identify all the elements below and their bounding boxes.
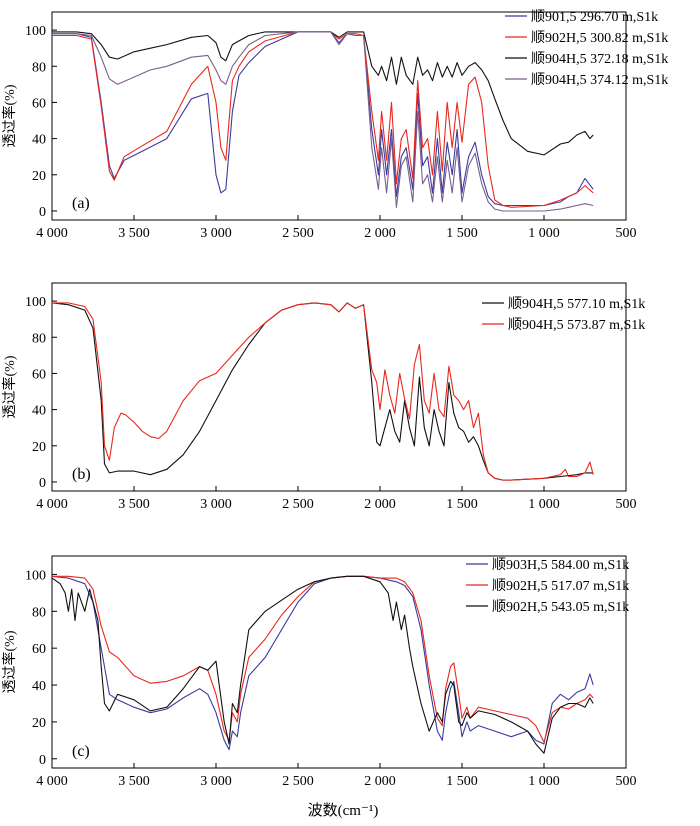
x-axis-title: 波数(cm⁻¹): [308, 802, 379, 819]
x-tick-label: 2 000: [364, 497, 396, 512]
legend-entry: 顺902H,5 517.07 m,S1k: [492, 578, 629, 594]
y-tick-label: 0: [39, 205, 46, 220]
legend-entry: 顺903H,5 584.00 m,S1k: [492, 557, 629, 573]
series-line-2: [52, 302, 594, 481]
legend-entry: 顺904H,5 374.12 m,S1k: [531, 72, 668, 88]
plot-frame: [51, 282, 627, 492]
x-tick-label: 4 000: [36, 226, 68, 241]
series-line-2: [52, 31, 594, 208]
series-line-1: [52, 31, 594, 207]
x-tick-label: 2 500: [282, 497, 314, 512]
y-tick-label: 20: [32, 440, 46, 455]
x-tick-label: 1 500: [446, 497, 478, 512]
x-tick-label: 1 000: [528, 226, 560, 241]
y-tick-label: 100: [25, 295, 46, 310]
x-tick-label: 4 000: [36, 774, 68, 789]
y-axis-label: 透过率(%): [1, 630, 18, 693]
x-tick-label: 1 500: [446, 226, 478, 241]
y-tick-label: 100: [25, 568, 46, 583]
y-tick-label: 40: [32, 133, 46, 148]
x-tick-label: 4 000: [36, 497, 68, 512]
panel-b: 4 000 3 500 3 000 2 500 2 000 1 500 1 000 500 0 2…: [1, 282, 645, 512]
y-tick-label: 60: [32, 642, 46, 657]
y-tick-label: 60: [32, 96, 46, 111]
legend-entry: 顺904H,5 372.18 m,S1k: [531, 51, 668, 67]
plot-frame: [51, 11, 627, 221]
panel-a: 4 000 3 500 3 000 2 500 2 000 1 500 1 000 500 0 2…: [1, 9, 668, 241]
legend-entry: 顺904H,5 577.10 m,S1k: [508, 296, 645, 312]
panel-c: 4 000 3 500 3 000 2 500 2 000 1 500 1 000 500 0 2…: [1, 555, 637, 789]
y-axis-label: 透过率(%): [1, 84, 18, 147]
x-tick-label: 3 500: [118, 226, 150, 241]
y-tick-label: 80: [32, 331, 46, 346]
panel-label: (c): [72, 743, 90, 760]
y-tick-label: 60: [32, 367, 46, 382]
y-tick-label: 0: [39, 753, 46, 768]
legend-entry: 顺902H,5 300.82 m,S1k: [531, 30, 668, 46]
x-tick-label: 2 500: [282, 226, 314, 241]
y-axis-label: 透过率(%): [1, 355, 18, 418]
x-tick-label: 3 000: [200, 497, 232, 512]
y-tick-label: 20: [32, 716, 46, 731]
y-tick-label: 20: [32, 169, 46, 184]
y-tick-label: 80: [32, 60, 46, 75]
series-line-2: [52, 575, 594, 743]
x-tick-label: 3 000: [200, 226, 232, 241]
x-tick-label: 500: [616, 774, 637, 789]
legend-entry: 顺904H,5 573.87 m,S1k: [508, 317, 645, 333]
x-tick-label: 3 500: [118, 497, 150, 512]
x-tick-label: 2 000: [364, 774, 396, 789]
legend-entry: 顺901,5 296.70 m,S1k: [531, 9, 658, 25]
x-tick-label: 500: [616, 497, 637, 512]
y-tick-label: 40: [32, 404, 46, 419]
y-tick-label: 80: [32, 605, 46, 620]
x-tick-label: 1 500: [446, 774, 478, 789]
x-tick-label: 2 000: [364, 226, 396, 241]
y-tick-label: 40: [32, 679, 46, 694]
x-tick-label: 500: [616, 226, 637, 241]
legend-entry: 顺902H,5 543.05 m,S1k: [492, 599, 629, 615]
y-tick-label: 0: [39, 476, 46, 491]
plot-frame: [51, 555, 627, 769]
series-line-3: [52, 31, 594, 156]
series-line-1: [51, 302, 594, 481]
x-tick-label: 1 000: [528, 774, 560, 789]
series-line-4: [52, 31, 594, 212]
panel-label: (a): [72, 195, 90, 212]
x-tick-label: 1 000: [528, 497, 560, 512]
x-tick-label: 2 500: [282, 774, 314, 789]
x-tick-label: 3 000: [200, 774, 232, 789]
y-tick-label: 100: [25, 24, 46, 39]
panel-label: (b): [72, 466, 91, 483]
x-tick-label: 3 500: [118, 774, 150, 789]
series-line-3: [51, 575, 594, 754]
